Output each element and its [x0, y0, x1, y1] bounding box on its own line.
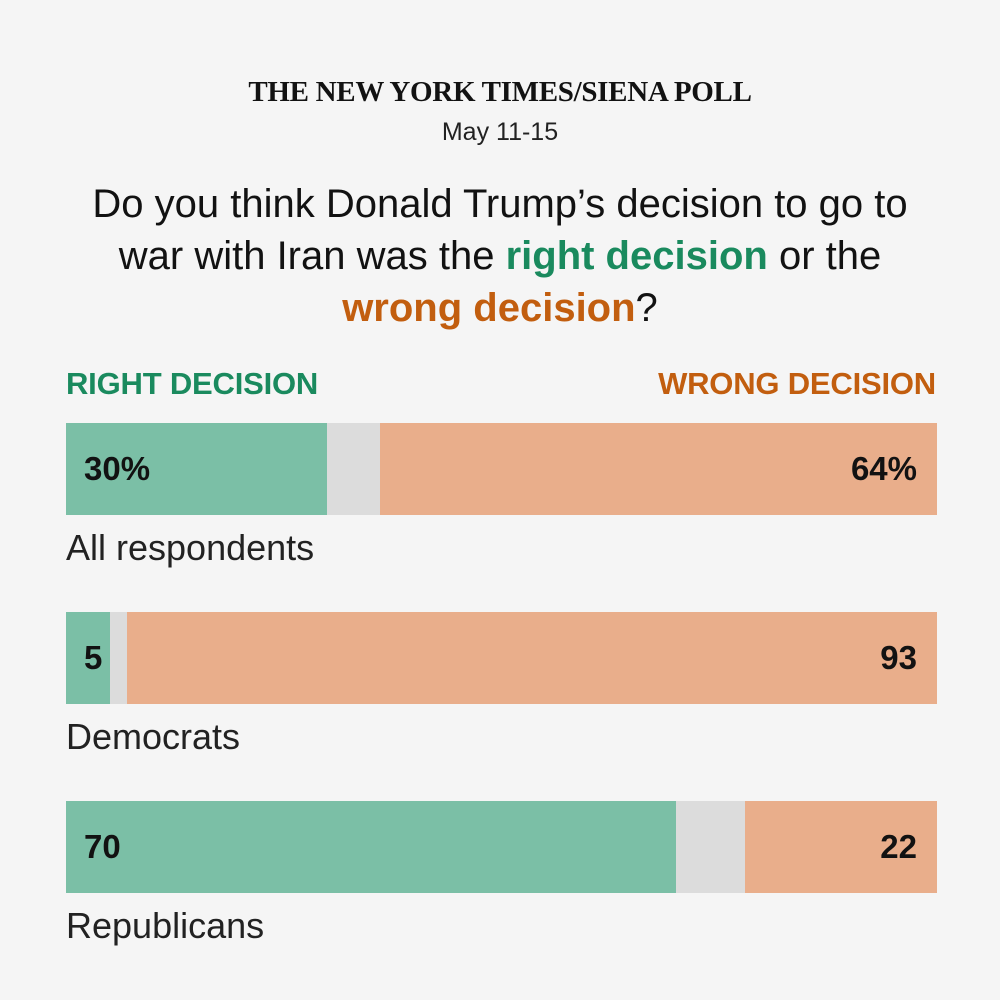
- bar-segment-wrong-decision: [126, 612, 937, 704]
- bar-segment-right-decision: [66, 612, 110, 704]
- category-label: Democrats: [66, 716, 241, 757]
- bar-all-respondents: 30% 64%: [66, 423, 937, 515]
- category-label: Republicans: [66, 905, 265, 946]
- data-label-wrong-decision: 22: [880, 828, 917, 865]
- data-label-wrong-decision: 64%: [850, 450, 917, 487]
- bar-segment-wrong-decision: [379, 423, 937, 515]
- poll-title: THE NEW YORK TIMES/SIENA POLL: [248, 76, 752, 108]
- question-part-1: Do you think Donald Trump’s decision to …: [92, 182, 908, 278]
- bar-row-all-respondents: 30% 64% All respondents: [66, 423, 937, 568]
- question-text: Do you think Donald Trump’s decision to …: [90, 178, 910, 334]
- data-label-right-decision: 70: [84, 828, 121, 865]
- category-label: All respondents: [66, 527, 315, 568]
- question-part-2: or the: [767, 234, 882, 278]
- poll-date: May 11-15: [441, 118, 559, 146]
- bar-segment-other: [675, 801, 746, 893]
- bar-segment-wrong-decision: [745, 801, 937, 893]
- bar-segment-other: [109, 612, 127, 704]
- bar-segment-right-decision: [66, 801, 676, 893]
- bar-segment-right-decision: [66, 423, 328, 515]
- question-right-highlight: right decision: [505, 234, 768, 278]
- data-label-right-decision: 5: [84, 639, 103, 676]
- legend-right-decision: RIGHT DECISION: [66, 366, 319, 401]
- data-label-wrong-decision: 93: [880, 639, 917, 676]
- question-part-3: ?: [635, 286, 658, 330]
- bar-republicans: 70 22: [66, 801, 937, 893]
- bar-segment-other: [327, 423, 380, 515]
- bar-democrats: 5 93: [66, 612, 937, 704]
- bar-row-democrats: 5 93 Democrats: [66, 612, 937, 757]
- data-label-right-decision: 30%: [84, 450, 151, 487]
- question-wrong-highlight: wrong decision: [342, 286, 636, 330]
- bar-row-republicans: 70 22 Republicans: [66, 801, 937, 946]
- legend-wrong-decision: WRONG DECISION: [658, 366, 936, 401]
